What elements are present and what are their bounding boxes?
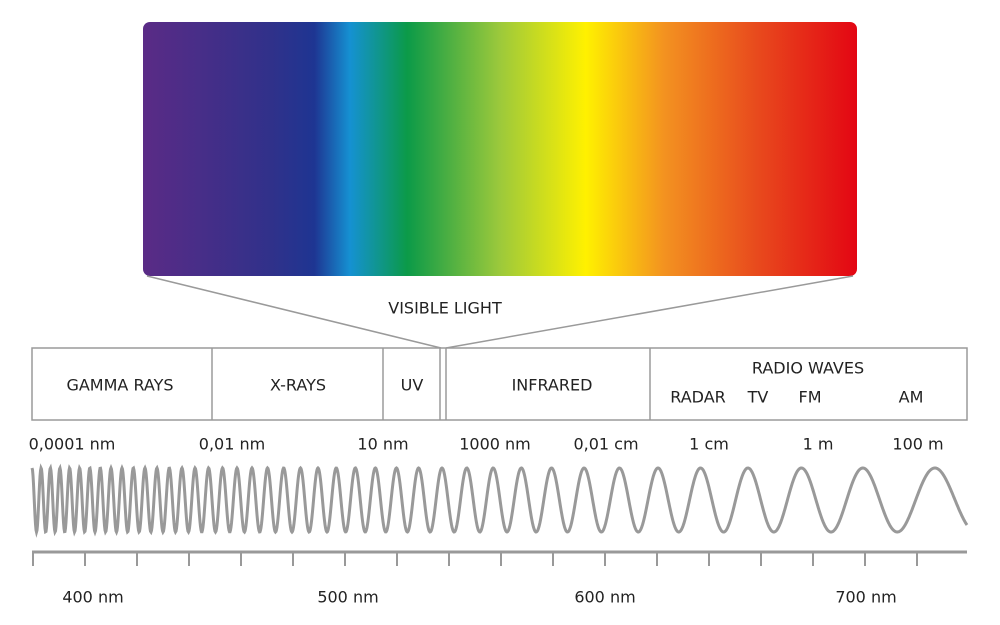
scale-ticks [32, 552, 918, 566]
band-box [31, 347, 968, 421]
subband-label: RADAR [670, 388, 726, 407]
band-label: INFRARED [512, 376, 593, 395]
scale-label: 700 nm [835, 588, 896, 607]
band-label: UV [401, 376, 424, 395]
subband-label: AM [899, 388, 924, 407]
zoom-line [445, 275, 854, 349]
subband-label: FM [798, 388, 821, 407]
wavelength-label: 0,01 cm [573, 435, 638, 454]
scale-label: 500 nm [317, 588, 378, 607]
band-label: GAMMA RAYS [66, 376, 173, 395]
wavelength-label: 1 m [803, 435, 834, 454]
scale-label: 400 nm [62, 588, 123, 607]
subband-label: TV [747, 388, 769, 407]
wavelength-label: 0,01 nm [199, 435, 265, 454]
wavelength-label: 100 m [892, 435, 943, 454]
wavelength-label: 10 nm [357, 435, 408, 454]
wavelength-label: 0,0001 nm [29, 435, 116, 454]
band-dividers [211, 348, 651, 420]
wavelength-label: 1 cm [689, 435, 729, 454]
zoom-line [146, 275, 442, 349]
visible-label: VISIBLE LIGHT [388, 299, 502, 318]
visible-spectrum [143, 22, 857, 276]
band-label: RADIO WAVES [752, 359, 864, 378]
scale-label: 600 nm [574, 588, 635, 607]
wave [30, 463, 969, 538]
wavelength-label: 1000 nm [459, 435, 531, 454]
band-label: X-RAYS [270, 376, 326, 395]
